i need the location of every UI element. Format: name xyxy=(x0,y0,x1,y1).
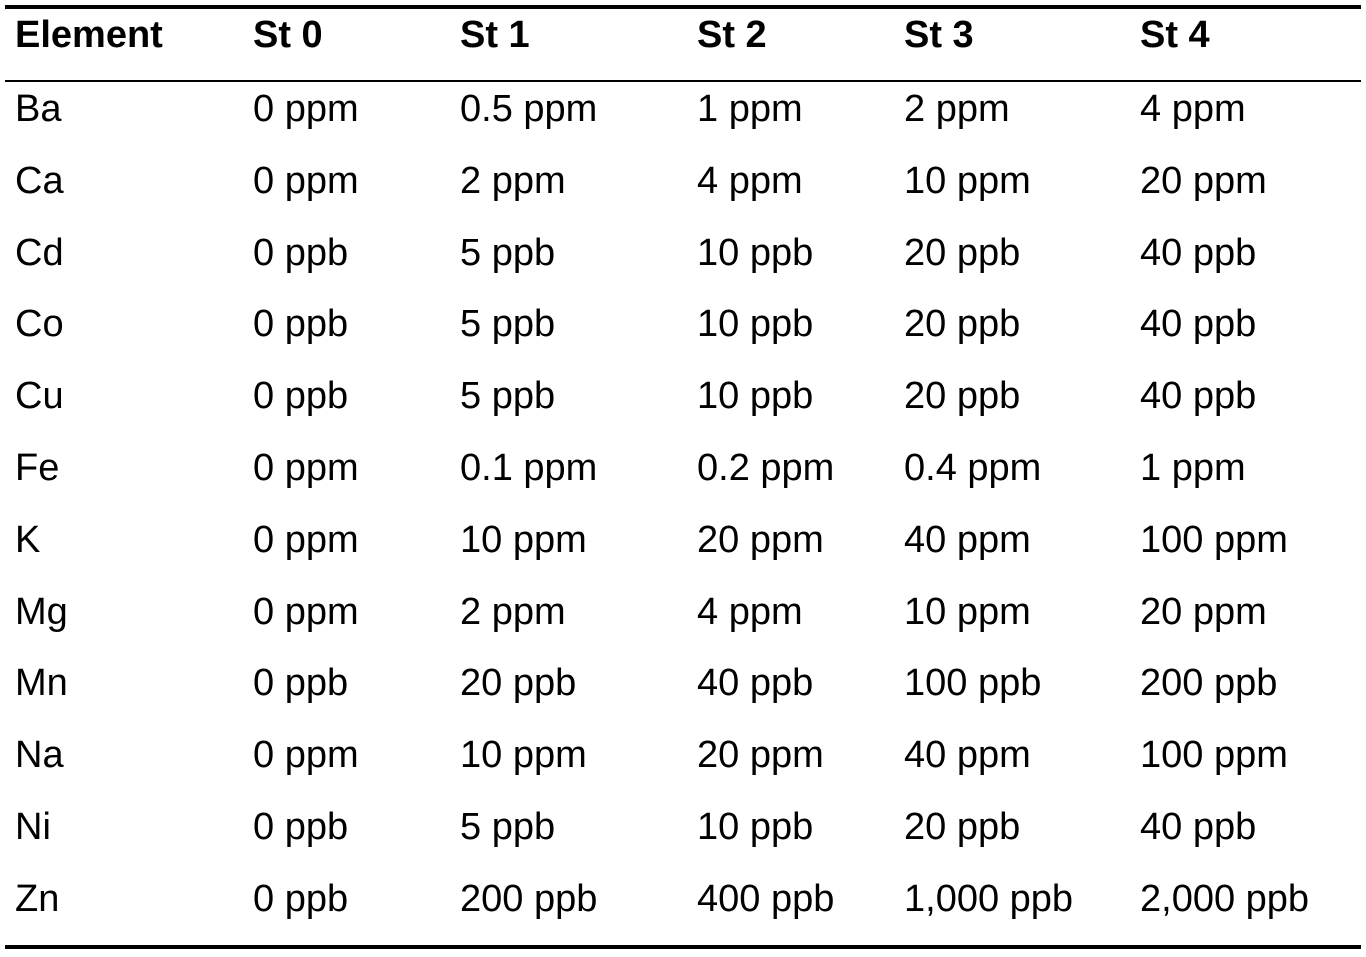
value-cell: 5 ppb xyxy=(460,231,556,274)
value-cell: 20 ppm xyxy=(697,518,824,561)
element-cell: Na xyxy=(15,734,64,777)
value-cell: 200 ppb xyxy=(1140,662,1278,705)
value-cell: 5 ppb xyxy=(460,806,556,848)
value-cell: 20 ppb xyxy=(904,231,1021,274)
value-cell: 0.1 ppm xyxy=(460,447,598,489)
value-cell: 0 ppm xyxy=(253,88,359,130)
value-cell: 40 ppb xyxy=(1140,806,1257,848)
value-cell: 0.2 ppm xyxy=(697,447,835,489)
header-cell: St 3 xyxy=(904,14,974,56)
value-cell: 20 ppb xyxy=(904,806,1021,848)
value-cell: 20 ppb xyxy=(460,662,577,705)
value-cell: 4 ppm xyxy=(697,590,803,633)
value-cell: 20 ppm xyxy=(1140,159,1267,202)
value-cell: 0 ppm xyxy=(253,159,359,202)
value-cell: 20 ppb xyxy=(904,375,1021,418)
value-cell: 200 ppb xyxy=(460,877,598,920)
value-cell: 10 ppb xyxy=(697,806,814,848)
element-cell: Fe xyxy=(15,447,60,489)
value-cell: 2 ppm xyxy=(904,88,1010,130)
value-cell: 10 ppm xyxy=(904,590,1031,633)
value-cell: 40 ppb xyxy=(1140,231,1257,274)
value-cell: 1,000 ppb xyxy=(904,877,1074,920)
value-cell: 2 ppm xyxy=(460,590,566,633)
value-cell: 10 ppm xyxy=(904,159,1031,202)
value-cell: 0 ppb xyxy=(253,303,349,346)
value-cell: 40 ppm xyxy=(904,734,1031,777)
value-cell: 40 ppb xyxy=(1140,375,1257,418)
value-cell: 0 ppb xyxy=(253,877,349,920)
header-cell: St 4 xyxy=(1140,14,1210,56)
header-cell: Element xyxy=(15,14,163,56)
header-rule xyxy=(5,80,1361,82)
element-cell: Mg xyxy=(15,590,68,633)
value-cell: 20 ppb xyxy=(904,303,1021,346)
element-cell: Ni xyxy=(15,806,51,848)
value-cell: 20 ppm xyxy=(1140,590,1267,633)
element-cell: Cu xyxy=(15,375,64,418)
top-rule xyxy=(5,5,1361,9)
value-cell: 0 ppb xyxy=(253,806,349,848)
value-cell: 10 ppm xyxy=(460,518,587,561)
value-cell: 0 ppm xyxy=(253,447,359,489)
value-cell: 0 ppm xyxy=(253,734,359,777)
value-cell: 5 ppb xyxy=(460,303,556,346)
value-cell: 40 ppb xyxy=(1140,303,1257,346)
value-cell: 0 ppm xyxy=(253,518,359,561)
value-cell: 0 ppb xyxy=(253,375,349,418)
header-cell: St 2 xyxy=(697,14,767,56)
value-cell: 4 ppm xyxy=(1140,88,1246,130)
value-cell: 2 ppm xyxy=(460,159,566,202)
value-cell: 5 ppb xyxy=(460,375,556,418)
value-cell: 1 ppm xyxy=(697,88,803,130)
element-cell: Zn xyxy=(15,877,60,920)
element-cell: Cd xyxy=(15,231,64,274)
value-cell: 400 ppb xyxy=(697,877,835,920)
value-cell: 100 ppm xyxy=(1140,518,1288,561)
value-cell: 100 ppm xyxy=(1140,734,1288,777)
header-cell: St 1 xyxy=(460,14,530,56)
value-cell: 100 ppb xyxy=(904,662,1042,705)
element-cell: Mn xyxy=(15,662,68,705)
value-cell: 10 ppb xyxy=(697,231,814,274)
element-cell: Ca xyxy=(15,159,64,202)
value-cell: 0 ppb xyxy=(253,662,349,705)
element-cell: K xyxy=(15,518,41,561)
value-cell: 10 ppb xyxy=(697,303,814,346)
header-cell: St 0 xyxy=(253,14,323,56)
value-cell: 0.5 ppm xyxy=(460,88,598,130)
value-cell: 10 ppm xyxy=(460,734,587,777)
bottom-rule xyxy=(5,945,1361,949)
value-cell: 0.4 ppm xyxy=(904,447,1042,489)
element-cell: Co xyxy=(15,303,64,346)
value-cell: 1 ppm xyxy=(1140,447,1246,489)
value-cell: 40 ppm xyxy=(904,518,1031,561)
value-cell: 2,000 ppb xyxy=(1140,877,1310,920)
value-cell: 4 ppm xyxy=(697,159,803,202)
value-cell: 20 ppm xyxy=(697,734,824,777)
value-cell: 10 ppb xyxy=(697,375,814,418)
value-cell: 0 ppb xyxy=(253,231,349,274)
value-cell: 40 ppb xyxy=(697,662,814,705)
element-cell: Ba xyxy=(15,88,62,130)
value-cell: 0 ppm xyxy=(253,590,359,633)
